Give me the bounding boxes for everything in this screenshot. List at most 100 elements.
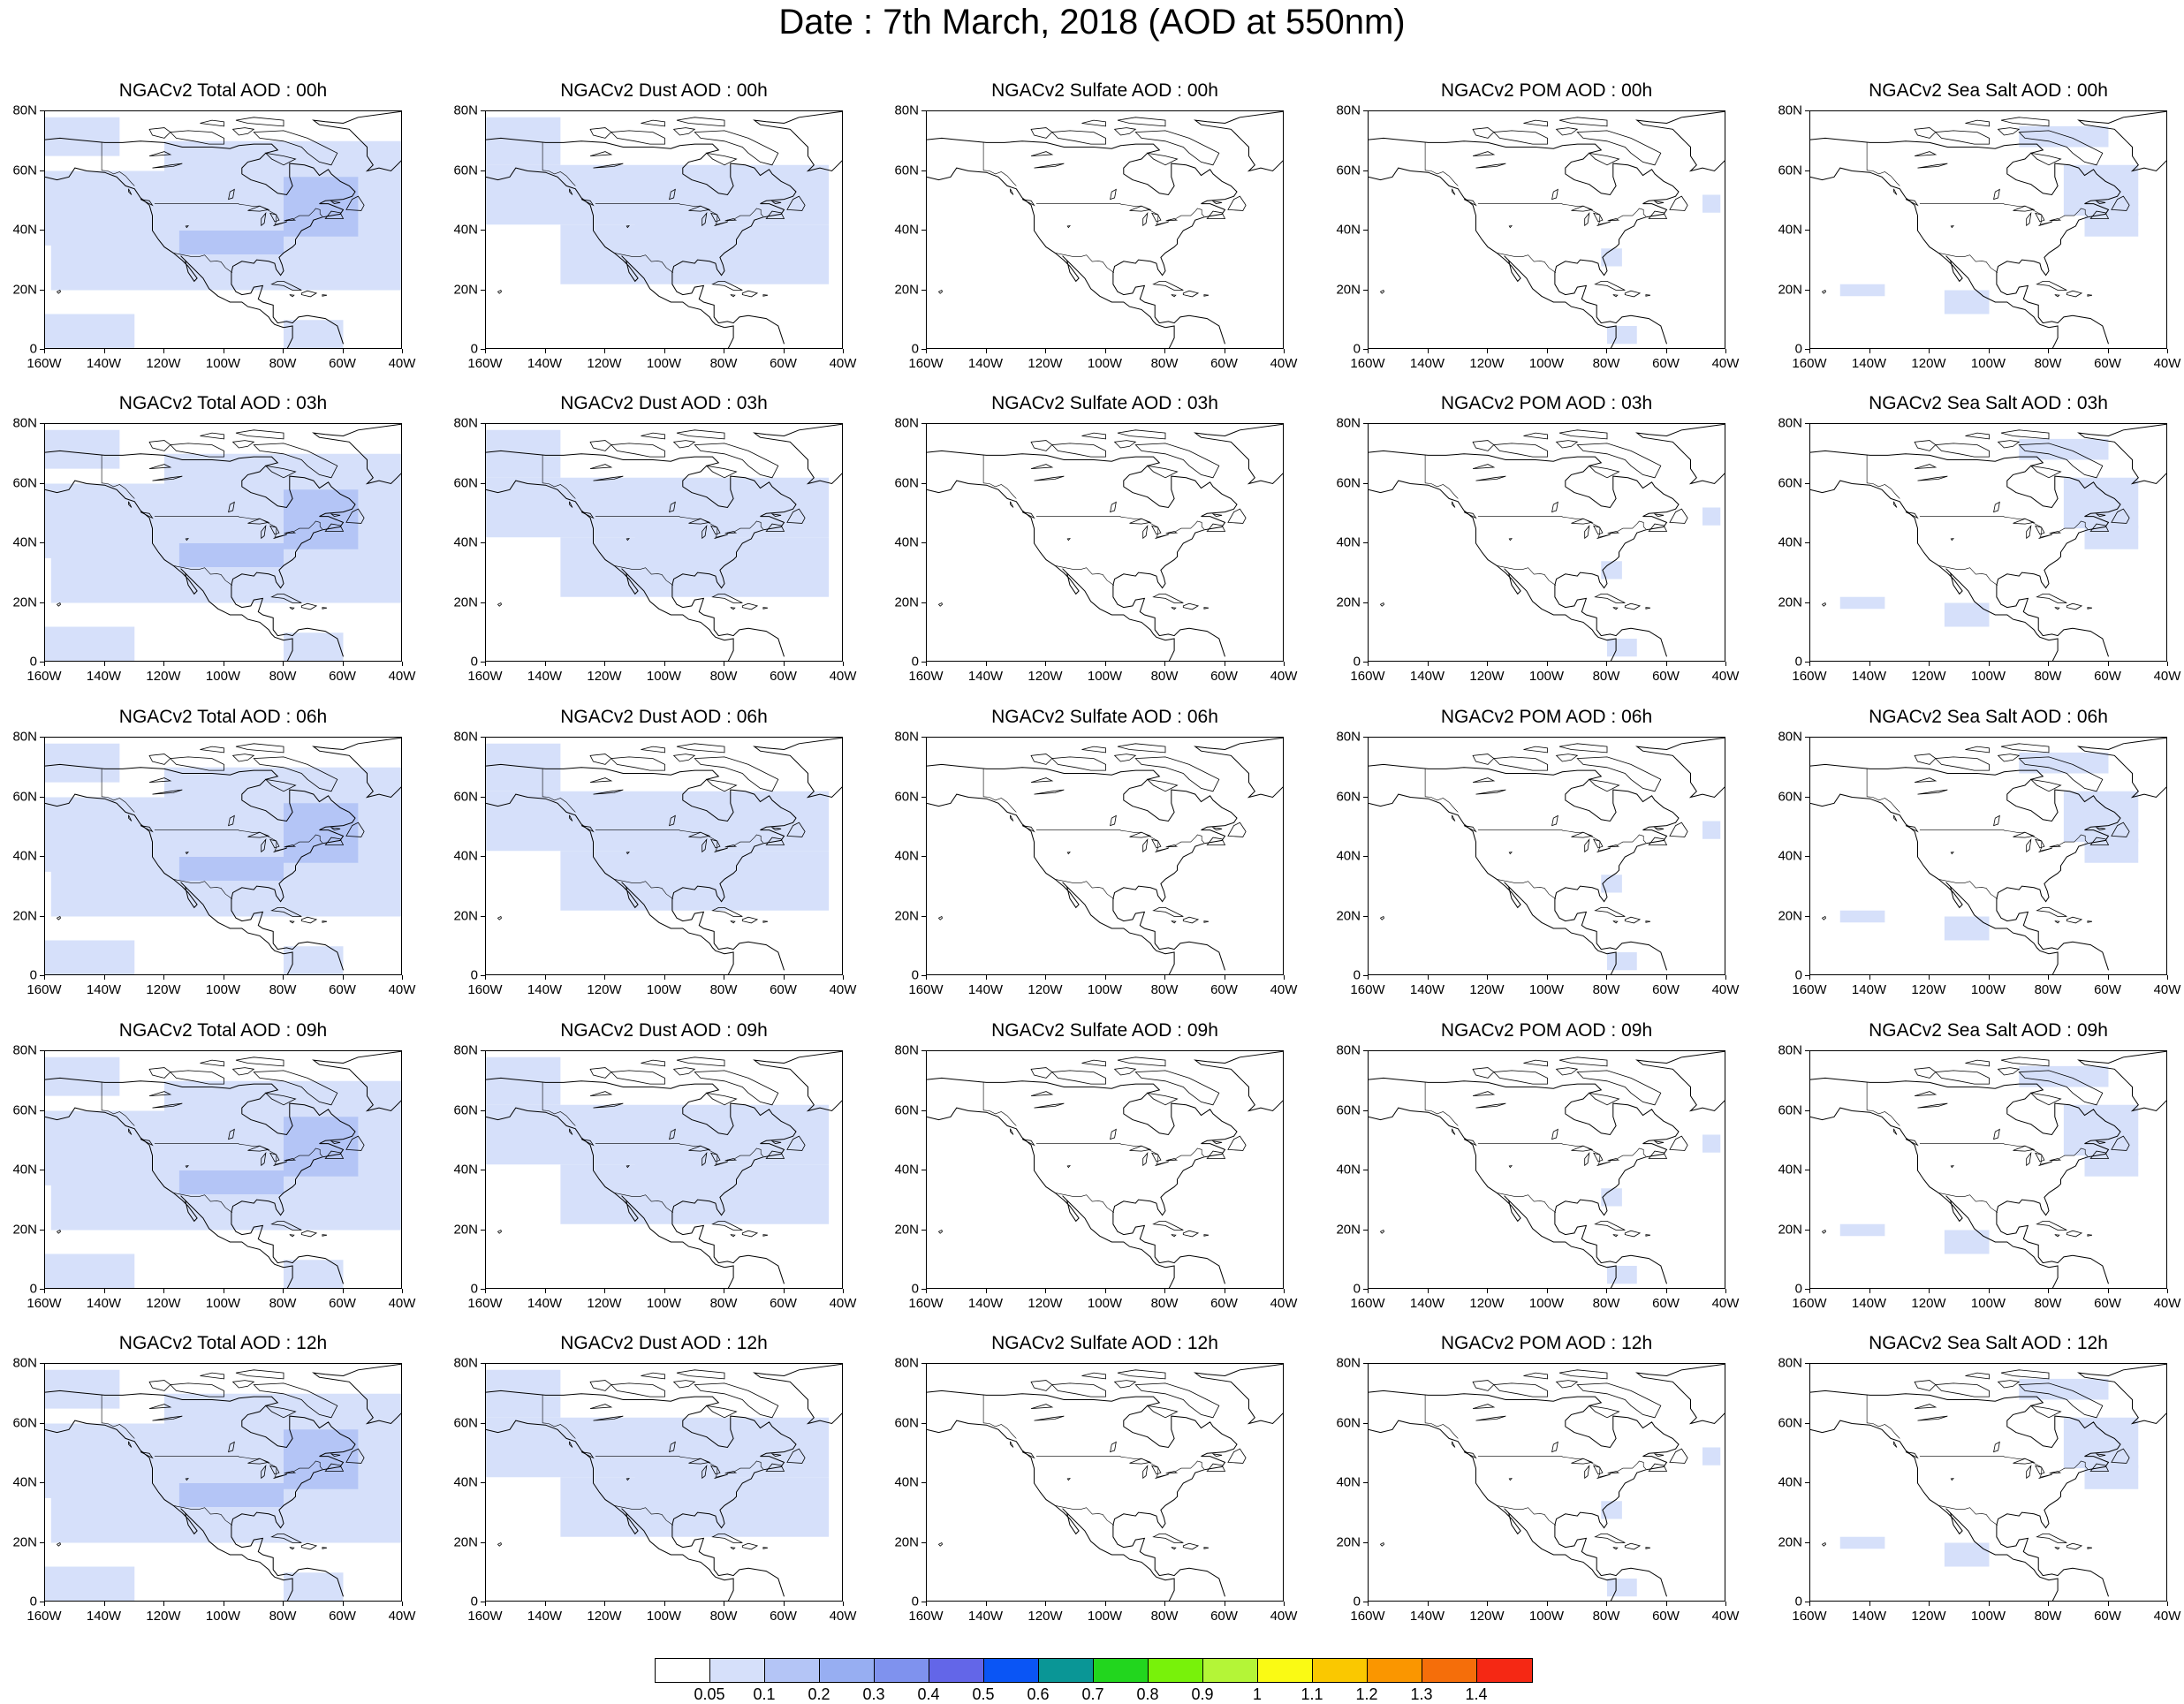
- island-outline: [1463, 199, 1477, 207]
- y-tick-label: 60N: [1778, 1102, 1802, 1117]
- island-outline: [56, 915, 61, 920]
- island-outline: [264, 152, 297, 166]
- lake-outline: [1914, 777, 1938, 783]
- y-tick: [921, 1482, 926, 1483]
- island-outline: [1203, 607, 1209, 610]
- coastline: [927, 480, 1175, 661]
- island-outline: [2095, 1140, 2106, 1145]
- coastline: [1635, 111, 1725, 172]
- coastline: [753, 424, 842, 485]
- island-outline: [1492, 130, 1548, 145]
- x-tick: [1368, 1602, 1369, 1606]
- x-tick: [2107, 662, 2109, 666]
- x-tick-label: 120W: [1911, 356, 1946, 371]
- x-tick: [103, 1602, 105, 1606]
- aod-shade: [45, 1253, 135, 1288]
- island-outline: [1472, 1067, 1495, 1079]
- x-tick: [604, 349, 605, 353]
- colorbar-swatch: [929, 1659, 984, 1682]
- panel-title: NGACv2 Dust AOD : 12h: [560, 1333, 768, 1353]
- x-tick-label: 40W: [1270, 669, 1298, 684]
- map-area: [44, 1363, 402, 1602]
- country-border: [1938, 565, 1998, 586]
- coastline: [1369, 793, 1617, 974]
- island-outline: [1997, 754, 2021, 762]
- y-tick: [921, 349, 926, 350]
- x-tick-label: 100W: [1970, 1296, 2006, 1311]
- x-tick: [1869, 1602, 1870, 1606]
- y-tick-label: 0: [1794, 1281, 1802, 1297]
- map-area: [485, 423, 843, 662]
- island-outline: [741, 602, 759, 610]
- lake-outline: [2026, 1465, 2032, 1480]
- colorbar-swatch: [1422, 1659, 1477, 1682]
- x-tick-label: 140W: [86, 669, 122, 684]
- x-tick-label: 40W: [1711, 1296, 1740, 1311]
- island-outline: [497, 915, 502, 920]
- country-border: [1866, 1082, 1900, 1126]
- map-svg: [1369, 1364, 1725, 1601]
- island-outline: [264, 778, 297, 792]
- x-tick-label: 160W: [1792, 669, 1827, 684]
- lake-outline: [1917, 475, 1948, 481]
- y-tick: [481, 1109, 485, 1111]
- aod-shade: [2019, 125, 2109, 148]
- lake-outline: [669, 188, 676, 201]
- island-outline: [1645, 294, 1650, 297]
- y-tick: [1363, 349, 1368, 350]
- lake-outline: [228, 1441, 235, 1453]
- y-tick-label: 20N: [1336, 1222, 1361, 1237]
- aod-shade: [1839, 1536, 1885, 1549]
- panel-title: NGACv2 Total AOD : 00h: [118, 80, 328, 101]
- x-tick: [544, 1602, 546, 1606]
- island-outline: [1379, 1229, 1384, 1234]
- island-outline: [610, 756, 665, 771]
- lake-outline: [1110, 188, 1117, 201]
- y-tick: [40, 349, 44, 350]
- y-tick: [1363, 1363, 1368, 1364]
- x-tick: [44, 662, 45, 666]
- island-outline: [1081, 1059, 1106, 1067]
- island-outline: [2089, 523, 2110, 532]
- coastline: [1810, 1077, 2121, 1284]
- island-outline: [1117, 743, 1166, 754]
- y-tick-label: 0: [1353, 654, 1361, 670]
- island-outline: [253, 130, 338, 166]
- island-outline: [1113, 127, 1137, 136]
- island-outline: [741, 290, 759, 298]
- map-svg: [1810, 111, 2166, 348]
- x-tick-label: 160W: [467, 1609, 503, 1624]
- island-outline: [497, 602, 502, 607]
- lake-outline: [589, 1404, 613, 1409]
- aod-shade: [2019, 1065, 2109, 1087]
- island-outline: [1558, 429, 1608, 440]
- y-tick-label: 60N: [894, 475, 919, 490]
- y-tick-label: 40N: [1336, 222, 1361, 238]
- island-outline: [1653, 513, 1665, 518]
- y-tick: [1805, 602, 1809, 603]
- country-border: [982, 142, 1017, 186]
- coastline: [486, 450, 797, 657]
- map-panel: NGACv2 Total AOD : 00h 80N 60N 40N 20N 0 160W 1…: [12, 80, 415, 371]
- lake-outline: [1066, 538, 1071, 541]
- y-tick-label: 40N: [894, 1162, 919, 1178]
- island-outline: [1171, 1234, 1177, 1238]
- aod-shade: [284, 632, 344, 661]
- island-outline: [2036, 906, 2067, 917]
- island-outline: [2111, 822, 2130, 837]
- island-outline: [1905, 1139, 1919, 1147]
- island-outline: [1588, 778, 1620, 792]
- lake-outline: [593, 163, 624, 169]
- island-outline: [741, 1542, 759, 1550]
- island-outline: [1050, 1382, 1106, 1397]
- x-tick: [44, 975, 45, 980]
- island-outline: [1010, 1128, 1014, 1135]
- map-area: [485, 1363, 843, 1602]
- x-tick-label: 40W: [1270, 982, 1298, 997]
- island-outline: [1555, 127, 1579, 136]
- island-outline: [589, 440, 612, 451]
- y-tick-label: 0: [1353, 341, 1361, 357]
- x-tick-label: 140W: [86, 982, 122, 997]
- x-tick-label: 40W: [1711, 356, 1740, 371]
- island-outline: [1211, 513, 1223, 518]
